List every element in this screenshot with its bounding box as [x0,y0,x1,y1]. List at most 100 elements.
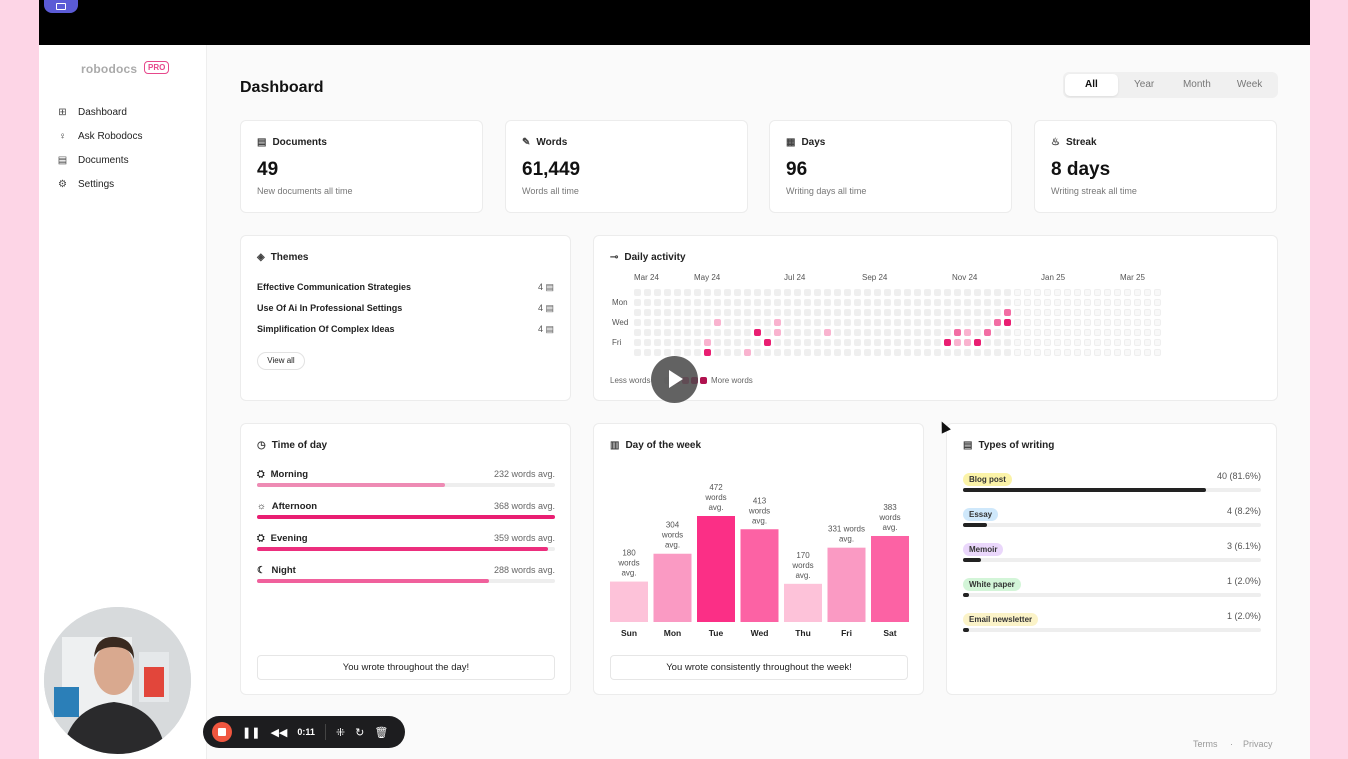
sidebar-item-documents[interactable]: ▤ Documents [57,155,129,166]
card-title-label: Themes [270,252,309,263]
day-label: Fri [612,338,622,347]
heatmap-cell [1124,289,1131,296]
heatmap-cell [634,329,641,336]
heatmap-cell [1064,289,1071,296]
theme-row[interactable]: Effective Communication Strategies 4 ▤ [257,282,554,293]
filter-week[interactable]: Week [1236,79,1263,90]
footer-separator: · [1230,739,1233,749]
heatmap-cell [934,329,941,336]
heatmap-cell [644,289,651,296]
bar-wed[interactable] [740,529,779,622]
page-title: Dashboard [240,79,324,96]
bar-sun[interactable] [610,581,648,622]
heatmap-cell [774,299,781,306]
heatmap-cell [814,339,821,346]
heatmap-cell [974,299,981,306]
filter-all[interactable]: All [1065,74,1118,96]
sidebar-item-ask-robodocs[interactable]: ♀ Ask Robodocs [57,131,143,142]
heatmap-cell [794,339,801,346]
filter-year[interactable]: Year [1134,79,1155,90]
time-of-day-summary: You wrote throughout the day! [257,655,555,680]
app-logo[interactable]: robodocs [81,62,138,76]
heatmap-cell [1054,289,1061,296]
heatmap-cell [1114,339,1121,346]
recorder-toolbar: ❚❚ ◀◀ 0:11 ⁜ ↻ 🗑 [203,716,405,748]
bar-data-label: 180 [622,549,636,558]
writing-type-value: 1 (2.0%) [1226,576,1261,586]
heatmap-cell [924,319,931,326]
heatmap-cell [1124,309,1131,316]
stop-recording-button[interactable] [212,722,232,742]
theme-row[interactable]: Use Of Ai In Professional Settings 4 ▤ [257,303,554,314]
activity-icon: ⊸ [610,252,619,263]
progress-track [257,579,555,583]
heatmap-cell [704,319,711,326]
grid-icon: ⊞ [58,107,67,118]
heatmap-cell [1154,319,1161,326]
webcam-bubble[interactable] [44,607,191,754]
theme-name: Simplification Of Complex Ideas [257,324,395,334]
heatmap-cell [874,289,881,296]
category-tick-label: Thu [795,628,811,638]
rewind-icon[interactable]: ◀◀ [270,726,288,739]
time-of-day-row: ⛭ Evening 359 words avg. [257,533,555,551]
heatmap-cell [684,349,691,356]
filter-month[interactable]: Month [1182,79,1211,90]
heatmap-cell [884,299,891,306]
writing-type-value: 1 (2.0%) [1226,611,1261,621]
heatmap-cell [814,319,821,326]
heatmap-cell [1034,329,1041,336]
bar-tue[interactable] [697,516,735,622]
recorder-pill[interactable] [44,0,78,13]
writing-type-value: 40 (81.6%) [1216,471,1261,481]
heatmap-cell [1014,309,1021,316]
play-button[interactable] [651,356,698,403]
stat-title-label: Documents [272,137,327,148]
stat-subtitle: Words all time [522,186,579,196]
heatmap-cell [1084,319,1091,326]
bar-data-label: words [748,506,770,515]
view-all-button[interactable]: View all [257,352,305,370]
trash-icon[interactable]: 🗑 [374,726,389,739]
bar-thu[interactable] [784,583,822,622]
heatmap-cell [954,319,961,326]
time-of-day-label-text: Evening [270,533,308,544]
heatmap-cell [844,319,851,326]
heatmap-cell [1054,299,1061,306]
bar-fri[interactable] [827,547,866,622]
category-tick-label: Sat [883,628,896,638]
month-label: May 24 [694,273,721,282]
bar-sat[interactable] [871,535,909,622]
heatmap-cell [1024,299,1031,306]
bar-data-label: 170 [796,551,810,560]
heatmap-cell [854,309,861,316]
heatmap-cell [804,299,811,306]
heatmap-cell [804,309,811,316]
sidebar-item-settings[interactable]: ⚙ Settings [57,179,114,190]
heatmap-cell [744,289,751,296]
restart-icon[interactable]: ↻ [355,726,365,739]
grid-dots-icon[interactable]: ⁜ [335,726,346,739]
heatmap-cell [754,299,761,306]
heatmap-cell [644,309,651,316]
heatmap-cell [1014,329,1021,336]
heatmap-cell [724,299,731,306]
pause-icon[interactable]: ❚❚ [242,726,261,739]
writing-type-row: Memoir 3 (6.1%) [963,539,1261,562]
heatmap-cell [764,329,771,336]
privacy-link[interactable]: Privacy [1243,739,1273,749]
terms-link[interactable]: Terms [1193,739,1218,749]
heatmap-cell [954,339,961,346]
heatmap-cell [1034,289,1041,296]
heatmap-cell [1004,339,1011,346]
heatmap-cell [964,299,971,306]
category-tick-label: Tue [709,628,724,638]
heatmap-cell [674,349,681,356]
month-label: Nov 24 [952,273,978,282]
heatmap-cell [684,309,691,316]
theme-row[interactable]: Simplification Of Complex Ideas 4 ▤ [257,324,554,335]
sidebar-item-dashboard[interactable]: ⊞ Dashboard [57,107,127,118]
bar-mon[interactable] [653,553,692,622]
heatmap-cell [944,289,951,296]
heatmap-cell [984,319,991,326]
